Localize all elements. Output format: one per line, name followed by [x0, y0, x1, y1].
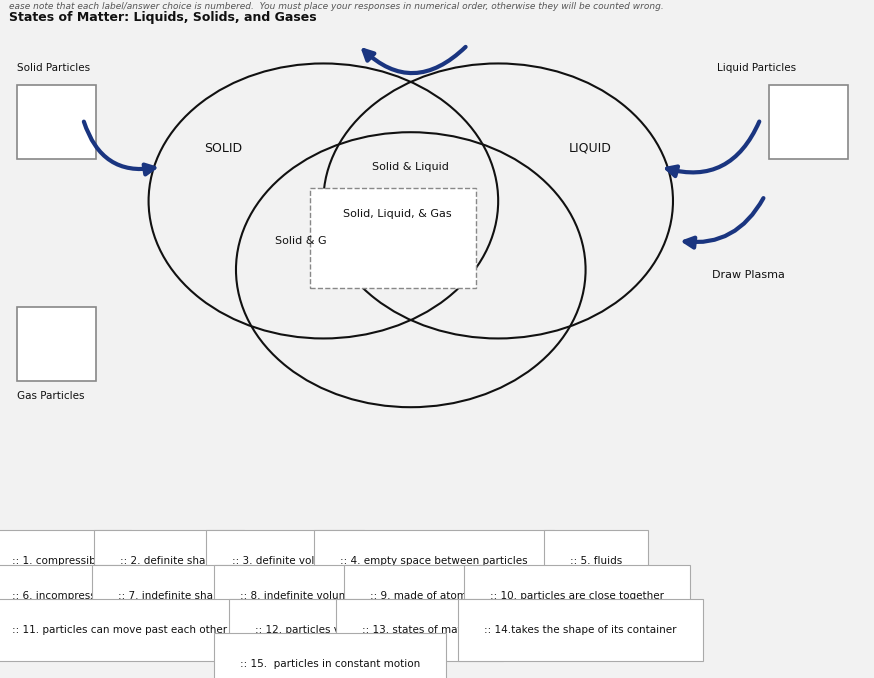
Text: :: 1. compressible: :: 1. compressible: [12, 556, 105, 565]
Text: :: 13. states of matter: :: 13. states of matter: [362, 625, 476, 635]
Text: :: 3. definite volume: :: 3. definite volume: [232, 556, 337, 565]
Text: Gas Particles: Gas Particles: [17, 391, 85, 401]
Text: Draw Plasma: Draw Plasma: [712, 270, 785, 280]
Text: States of Matter: Liquids, Solids, and Gases: States of Matter: Liquids, Solids, and G…: [9, 11, 316, 24]
Text: :: 9. made of atoms: :: 9. made of atoms: [370, 591, 472, 601]
Text: SOLID: SOLID: [204, 142, 242, 155]
Bar: [769, 85, 848, 159]
Text: Solid & G: Solid & G: [275, 236, 327, 245]
Text: :: 10. particles are close together: :: 10. particles are close together: [490, 591, 664, 601]
Text: :: 14.takes the shape of its container: :: 14.takes the shape of its container: [484, 625, 676, 635]
Bar: [17, 306, 96, 381]
Text: ease note that each label/answer choice is numbered.  You must place your respon: ease note that each label/answer choice …: [9, 2, 663, 11]
Bar: [310, 188, 476, 288]
Text: :: 5. fluids: :: 5. fluids: [570, 556, 622, 565]
Text: Solid Particles: Solid Particles: [17, 64, 91, 73]
Text: :: 12. particles vibrate: :: 12. particles vibrate: [255, 625, 371, 635]
Text: :: 15.  particles in constant motion: :: 15. particles in constant motion: [240, 659, 420, 669]
Bar: [17, 85, 96, 159]
Text: Solid, Liquid, & Gas: Solid, Liquid, & Gas: [343, 210, 452, 219]
Text: :: 6. incompressible: :: 6. incompressible: [12, 591, 114, 601]
Text: LIQUID: LIQUID: [568, 142, 612, 155]
Text: :: 4. empty space between particles: :: 4. empty space between particles: [340, 556, 528, 565]
Text: :: 2. definite shape: :: 2. definite shape: [120, 556, 218, 565]
Text: Solid & Liquid: Solid & Liquid: [372, 161, 449, 172]
Text: Liquid Particles: Liquid Particles: [717, 64, 796, 73]
Text: :: 8. indefinite volume: :: 8. indefinite volume: [240, 591, 355, 601]
Text: :: 7. indefinite shape: :: 7. indefinite shape: [118, 591, 226, 601]
Text: :: 11. particles can move past each other: :: 11. particles can move past each othe…: [12, 625, 227, 635]
